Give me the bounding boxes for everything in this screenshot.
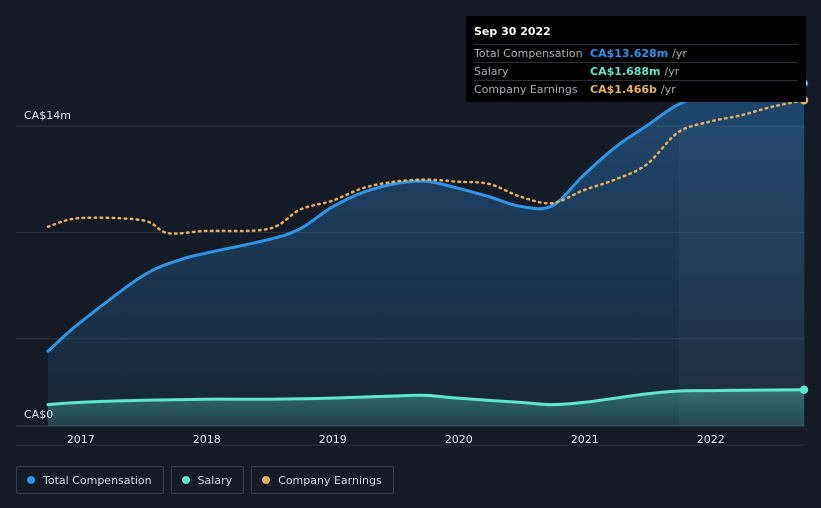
chart-legend: Total Compensation Salary Company Earnin… [16, 466, 394, 494]
x-tick-label: 2021 [571, 433, 599, 446]
tooltip-unit: /yr [672, 46, 687, 60]
company-earnings-line [46, 99, 806, 235]
tooltip-label: Total Compensation [474, 46, 583, 60]
salary-line [46, 388, 806, 407]
salary-end-point [799, 385, 809, 395]
tooltip-label: Salary [474, 64, 509, 78]
tooltip-value: CA$1.466b [590, 82, 657, 96]
legend-item-company-earnings[interactable]: Company Earnings [251, 466, 394, 494]
legend-dot-icon [27, 476, 35, 484]
tooltip-row-salary: Salary CA$1.688m /yr [474, 62, 798, 80]
legend-dot-icon [181, 476, 190, 484]
tooltip-panel: Sep 30 2022 Total Compensation CA$13.628… [466, 16, 806, 102]
legend-dot-icon [262, 476, 271, 484]
x-tick-label: 2022 [697, 433, 725, 446]
legend-label: Company Earnings [278, 473, 382, 487]
tooltip-row-total-compensation: Total Compensation CA$13.628m /yr [474, 44, 798, 62]
legend-label: Salary [197, 473, 233, 487]
y-tick-label: CA$14m [24, 109, 71, 122]
x-tick-label: 2020 [445, 433, 473, 446]
tooltip-value: CA$1.688m [590, 64, 661, 78]
tooltip-unit: /yr [660, 82, 676, 96]
x-tick-label: 2017 [67, 433, 95, 446]
legend-item-total-compensation[interactable]: Total Compensation [16, 466, 164, 494]
tooltip-value: CA$13.628m [590, 46, 669, 60]
y-tick-label: CA$0 [24, 408, 53, 421]
tooltip-unit: /yr [664, 64, 680, 78]
x-tick-label: 2018 [193, 433, 221, 446]
x-tick-label: 2019 [319, 433, 347, 446]
total-compensation-area [48, 83, 804, 427]
legend-label: Total Compensation [43, 473, 152, 487]
legend-item-salary[interactable]: Salary [170, 466, 245, 494]
tooltip-row-company-earnings: Company Earnings CA$1.466b /yr [474, 80, 798, 98]
tooltip-date: Sep 30 2022 [474, 25, 551, 38]
tooltip-label: Company Earnings [474, 82, 578, 96]
